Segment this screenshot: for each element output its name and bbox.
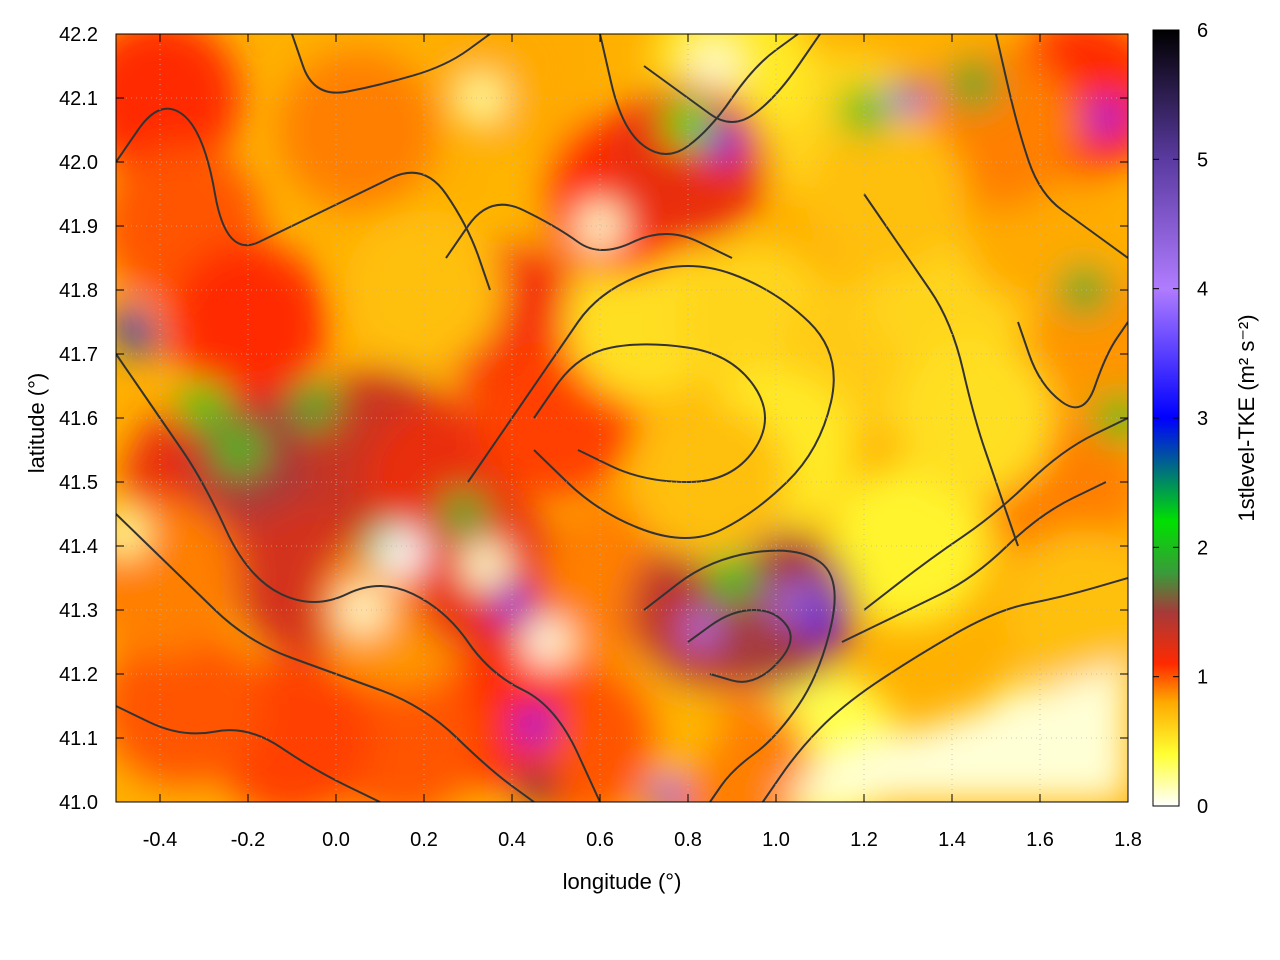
tke-region-2 — [116, 34, 240, 178]
contour-line-0 — [116, 107, 491, 291]
tke-region-72 — [1090, 101, 1122, 134]
contour-line-3 — [467, 265, 835, 539]
contour-line-13 — [599, 34, 799, 155]
colorbar-tick-label-0: 0 — [1197, 796, 1208, 818]
contour-line-15 — [291, 34, 491, 94]
plot-area — [116, 34, 1128, 802]
colorbar-tick-label-2: 2 — [1197, 537, 1208, 559]
contour-line-7 — [687, 608, 792, 683]
tke-region-24 — [828, 466, 988, 626]
tke-region-42 — [630, 402, 790, 562]
tke-region-48 — [894, 338, 1054, 498]
tke-region-61 — [650, 779, 682, 802]
tke-region-53 — [215, 426, 264, 474]
y-tick-label-11: 42.1 — [59, 88, 98, 110]
y-tick-label-12: 42.2 — [59, 24, 98, 46]
contour-line-5 — [445, 203, 733, 259]
tke-region-69 — [840, 86, 888, 135]
x-axis-ticks: -0.4 -0.2 0.0 0.2 0.4 0.6 0.8 1.0 1.2 1.4 1.6 1.8 — [143, 34, 1142, 851]
tke-region-64 — [768, 587, 801, 620]
tke-region-75 — [378, 528, 426, 577]
y-tick-label-8: 41.8 — [59, 280, 98, 302]
y-tick-label-4: 41.4 — [59, 536, 98, 558]
tke-region-70 — [892, 82, 924, 114]
x-tick-label-3: 0.2 — [410, 829, 438, 851]
x-tick-label-2: 0.0 — [322, 829, 350, 851]
y-tick-label-9: 41.9 — [59, 216, 98, 238]
y-axis-ticks: 41.0 41.1 41.2 41.3 41.4 41.5 41.6 41.7 41.8 41.9… — [59, 24, 1128, 814]
contour-line-14 — [643, 34, 821, 123]
contour-line-8 — [863, 417, 1128, 611]
x-tick-label-8: 1.2 — [850, 829, 878, 851]
colorbar-tick-label-4: 4 — [1197, 279, 1208, 301]
x-tick-label-4: 0.4 — [498, 829, 526, 851]
tke-region-1 — [278, 50, 438, 210]
y-axis-title: latitude (°) — [24, 373, 49, 474]
x-tick-label-9: 1.4 — [938, 829, 966, 851]
y-tick-label-3: 41.3 — [59, 600, 98, 622]
x-tick-label-5: 0.6 — [586, 829, 614, 851]
contour-line-2 — [116, 513, 535, 802]
sea-region — [776, 661, 1128, 802]
contour-line-12 — [995, 34, 1128, 259]
x-tick-label-11: 1.8 — [1114, 829, 1142, 851]
tke-region-56 — [439, 490, 488, 538]
tke-region-63 — [708, 554, 756, 602]
tke-region-52 — [180, 381, 228, 430]
contour-line-10 — [761, 577, 1128, 802]
y-tick-label-1: 41.1 — [59, 728, 98, 750]
y-tick-label-2: 41.2 — [59, 664, 98, 686]
tke-region-79 — [576, 202, 624, 250]
tke-region-46 — [168, 242, 328, 402]
tke-region-67 — [664, 99, 712, 148]
tke-region-73 — [1060, 266, 1108, 314]
tke-region-35 — [116, 626, 262, 786]
tke-region-65 — [799, 574, 832, 607]
contour-line-9 — [841, 481, 1107, 643]
tke-region-12 — [564, 242, 724, 402]
contour-line-1 — [116, 353, 601, 802]
tke-region-54 — [290, 381, 338, 430]
tke-region-49 — [806, 114, 966, 274]
grid-lines — [116, 34, 1128, 802]
tke-region-68 — [707, 126, 740, 159]
y-tick-label-10: 42.0 — [59, 152, 98, 174]
x-tick-label-10: 1.6 — [1026, 829, 1054, 851]
x-tick-label-0: -0.4 — [143, 829, 177, 851]
tke-region-66 — [804, 606, 836, 639]
contour-line-4 — [533, 343, 766, 484]
contour-line-6 — [643, 549, 836, 802]
tke-region-60 — [522, 773, 555, 802]
y-tick-label-6: 41.6 — [59, 408, 98, 430]
tke-region-51 — [126, 325, 159, 358]
colorbar-ticks: 0 1 2 3 4 5 6 — [1153, 20, 1208, 818]
contour-line-11 — [863, 193, 1019, 547]
y-tick-label-5: 41.5 — [59, 472, 98, 494]
tke-region-77 — [523, 618, 572, 666]
y-tick-label-0: 41.0 — [59, 792, 98, 814]
contour-line-17 — [1017, 321, 1128, 409]
tke-region-78 — [461, 541, 510, 590]
tke-region-76 — [338, 586, 387, 634]
x-tick-label-7: 1.0 — [762, 829, 790, 851]
x-axis-title: longitude (°) — [563, 869, 682, 894]
colorbar-label: 1stlevel-TKE (m² s⁻²) — [1234, 314, 1259, 521]
tke-region-80 — [690, 42, 739, 90]
tke-region-58 — [518, 709, 550, 742]
colorbar-tick-label-6: 6 — [1197, 20, 1208, 42]
colorbar-tick-label-1: 1 — [1197, 667, 1208, 689]
contour-line-16 — [116, 705, 381, 802]
tke-region-57 — [496, 587, 528, 620]
colorbar-tick-label-5: 5 — [1197, 149, 1208, 171]
y-tick-label-7: 41.7 — [59, 344, 98, 366]
colorbar-tick-label-3: 3 — [1197, 408, 1208, 430]
x-tick-label-6: 0.8 — [674, 829, 702, 851]
terrain-contours — [116, 34, 1128, 802]
x-tick-label-1: -0.2 — [231, 829, 265, 851]
tke-region-71 — [950, 61, 998, 110]
colorbar: 0 1 2 3 4 5 6 1stlevel-TKE (m² s⁻²) — [1152, 20, 1259, 818]
